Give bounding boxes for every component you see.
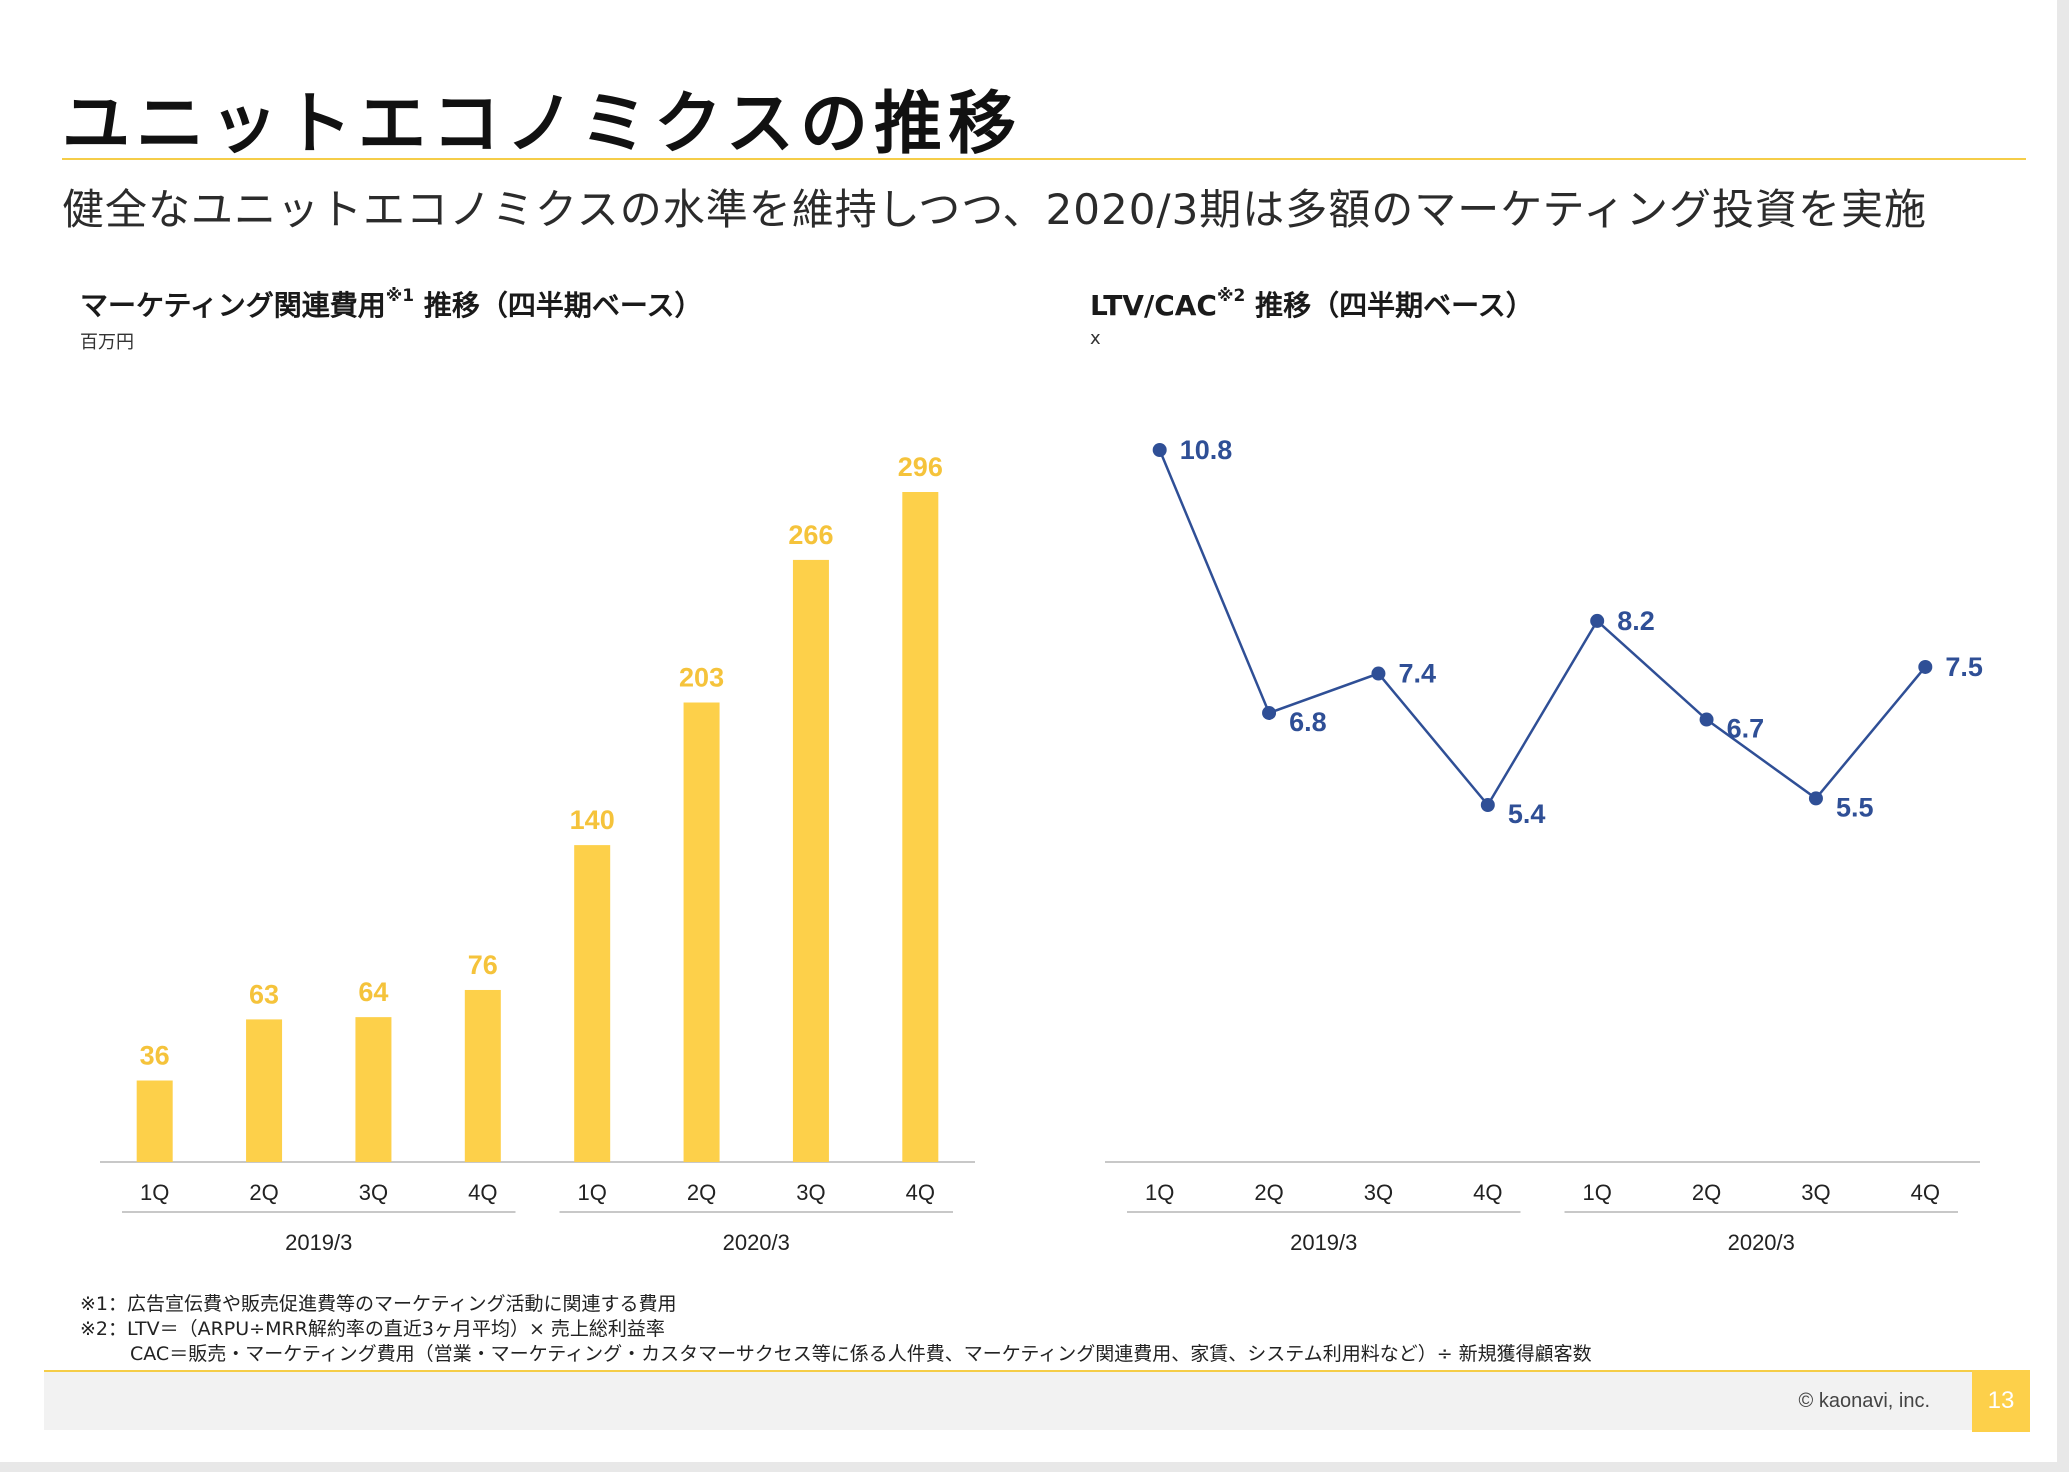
bar — [136, 1080, 173, 1162]
footnote-1: ※1：広告宣伝費や販売促進費等のマーケティング活動に関連する費用 — [80, 1293, 677, 1315]
point-value-label: 6.8 — [1289, 707, 1327, 737]
right-chart-title-main: LTV/CAC — [1090, 289, 1217, 322]
bar-value-label: 203 — [679, 663, 724, 693]
x-tick-label: 2Q — [1254, 1180, 1283, 1205]
right-chart-unit: x — [1090, 328, 1101, 349]
group-label: 2019/3 — [1290, 1230, 1357, 1255]
right-chart-title-tail: 推移（四半期ベース） — [1255, 289, 1534, 322]
bar-value-label: 76 — [468, 950, 498, 980]
point-value-label: 10.8 — [1180, 435, 1233, 465]
bar — [246, 1019, 283, 1162]
x-tick-label: 3Q — [1801, 1180, 1830, 1205]
bar-value-label: 140 — [570, 805, 615, 835]
bar — [902, 492, 939, 1162]
bar — [355, 1017, 392, 1162]
data-point — [1371, 666, 1386, 681]
bar — [464, 989, 501, 1162]
x-tick-label: 1Q — [578, 1180, 607, 1205]
data-point — [1699, 712, 1714, 727]
bar-value-label: 63 — [249, 979, 279, 1009]
x-tick-label: 2Q — [687, 1180, 716, 1205]
left-chart-unit: 百万円 — [80, 332, 134, 353]
point-value-label: 8.2 — [1617, 606, 1655, 636]
footnotes: ※1：広告宣伝費や販売促進費等のマーケティング活動に関連する費用 ※2：LTV＝… — [80, 1292, 1592, 1367]
bar — [574, 845, 611, 1162]
x-tick-label: 2Q — [1692, 1180, 1721, 1205]
x-tick-label: 4Q — [1473, 1180, 1502, 1205]
x-tick-label: 1Q — [1145, 1180, 1174, 1205]
ltv-cac-series-line — [1158, 449, 1927, 808]
page-title: ユニットエコノミクスの推移 — [62, 85, 1022, 164]
bar-value-label: 64 — [358, 977, 388, 1007]
group-label: 2020/3 — [1728, 1230, 1795, 1255]
x-tick-label: 3Q — [359, 1180, 388, 1205]
footnote-3: CAC＝販売・マーケティング費用（営業・マーケティング・カスタマーサクセス等に係… — [130, 1343, 1592, 1365]
left-chart-title-tail: 推移（四半期ベース） — [423, 289, 703, 322]
page-subtitle: 健全なユニットエコノミクスの水準を維持しつつ、2020/3期は多額のマーケティン… — [62, 185, 1927, 234]
x-tick-label: 2Q — [249, 1180, 278, 1205]
point-value-label: 5.4 — [1508, 799, 1546, 829]
left-chart-footnote-mark: ※1 — [385, 285, 415, 306]
title-divider — [62, 158, 2026, 160]
x-tick-label: 3Q — [796, 1180, 825, 1205]
group-label: 2020/3 — [723, 1230, 790, 1255]
footer-bar: © kaonavi, inc. 13 — [44, 1370, 2030, 1432]
point-value-label: 7.5 — [1945, 652, 1983, 682]
bar-value-label: 296 — [898, 452, 943, 482]
marketing-cost-bar-chart: 36 1Q 63 2Q 64 3Q 76 4Q 140 1Q 203 2Q 266 3Q 296 4Q 2019… — [100, 452, 975, 1255]
point-value-label: 7.4 — [1398, 659, 1436, 689]
x-tick-label: 1Q — [140, 1180, 169, 1205]
right-chart-title: LTV/CAC※2 推移（四半期ベース） — [1090, 284, 1534, 324]
data-point — [1808, 791, 1823, 806]
x-tick-label: 4Q — [906, 1180, 935, 1205]
group-label: 2019/3 — [285, 1230, 352, 1255]
bar-value-label: 266 — [788, 520, 833, 550]
data-point — [1590, 613, 1605, 628]
bar — [792, 559, 829, 1162]
left-chart-title-main: マーケティング関連費用 — [80, 289, 386, 322]
x-tick-label: 1Q — [1583, 1180, 1612, 1205]
right-chart-footnote-mark: ※2 — [1216, 285, 1246, 306]
left-chart-title: マーケティング関連費用※1 推移（四半期ベース） — [80, 284, 702, 324]
ltv-cac-line-chart: 10.8 1Q 6.8 2Q 7.4 3Q 5.4 4Q 8.2 1Q 6.7 2Q 5.5 3Q 7.5 4… — [1105, 435, 1983, 1255]
point-value-label: 5.5 — [1836, 792, 1874, 822]
bar-value-label: 36 — [140, 1041, 170, 1071]
point-value-label: 6.7 — [1727, 714, 1765, 744]
page-number: 13 — [1972, 1370, 2030, 1432]
copyright: © kaonavi, inc. — [1798, 1390, 1930, 1412]
x-tick-label: 4Q — [1911, 1180, 1940, 1205]
data-point — [1152, 443, 1167, 457]
data-point — [1918, 659, 1933, 674]
x-tick-label: 4Q — [468, 1180, 497, 1205]
footnote-2: ※2：LTV＝（ARPU÷MRR解約率の直近3ヶ月平均）× 売上総利益率 — [80, 1318, 665, 1340]
data-point — [1262, 705, 1277, 720]
data-point — [1480, 798, 1495, 812]
bar — [683, 702, 720, 1162]
x-tick-label: 3Q — [1364, 1180, 1393, 1205]
